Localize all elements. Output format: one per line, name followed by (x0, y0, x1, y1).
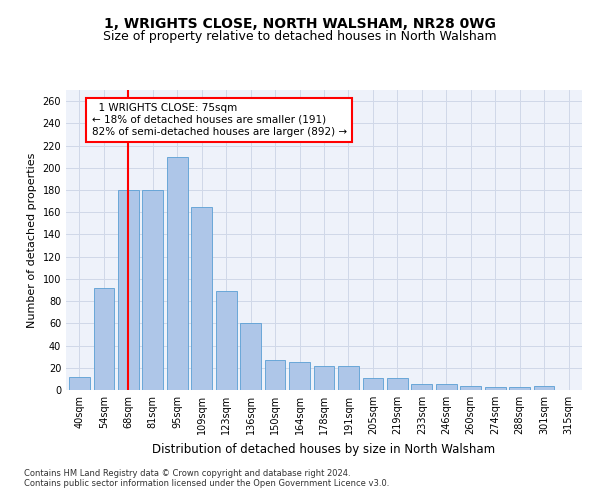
Bar (216, 291, 236, 390)
Y-axis label: Number of detached properties: Number of detached properties (27, 152, 37, 328)
Bar (436, 384, 457, 390)
Bar (485, 386, 506, 390)
Bar (265, 360, 286, 390)
Bar (338, 366, 359, 390)
Bar (362, 378, 383, 390)
Bar (94, 288, 114, 390)
Text: Contains HM Land Registry data © Crown copyright and database right 2024.: Contains HM Land Registry data © Crown c… (24, 469, 350, 478)
Bar (387, 378, 408, 390)
Bar (460, 386, 481, 390)
Bar (118, 190, 139, 390)
Bar (314, 366, 334, 390)
Bar (167, 156, 188, 390)
Bar (289, 362, 310, 390)
Bar (509, 386, 530, 390)
Text: 1 WRIGHTS CLOSE: 75sqm
← 18% of detached houses are smaller (191)
82% of semi-de: 1 WRIGHTS CLOSE: 75sqm ← 18% of detached… (92, 104, 347, 136)
Text: 1, WRIGHTS CLOSE, NORTH WALSHAM, NR28 0WG: 1, WRIGHTS CLOSE, NORTH WALSHAM, NR28 0W… (104, 18, 496, 32)
Bar (191, 206, 212, 390)
Bar (240, 324, 261, 390)
Bar (534, 386, 554, 390)
Text: Size of property relative to detached houses in North Walsham: Size of property relative to detached ho… (103, 30, 497, 43)
Bar (69, 376, 90, 390)
X-axis label: Distribution of detached houses by size in North Walsham: Distribution of detached houses by size … (152, 442, 496, 456)
Text: Contains public sector information licensed under the Open Government Licence v3: Contains public sector information licen… (24, 479, 389, 488)
Bar (412, 384, 432, 390)
Bar (142, 190, 163, 390)
